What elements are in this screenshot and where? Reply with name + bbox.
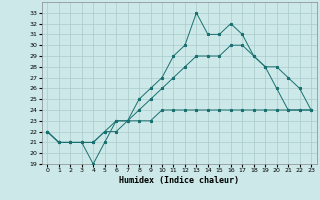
- X-axis label: Humidex (Indice chaleur): Humidex (Indice chaleur): [119, 176, 239, 185]
